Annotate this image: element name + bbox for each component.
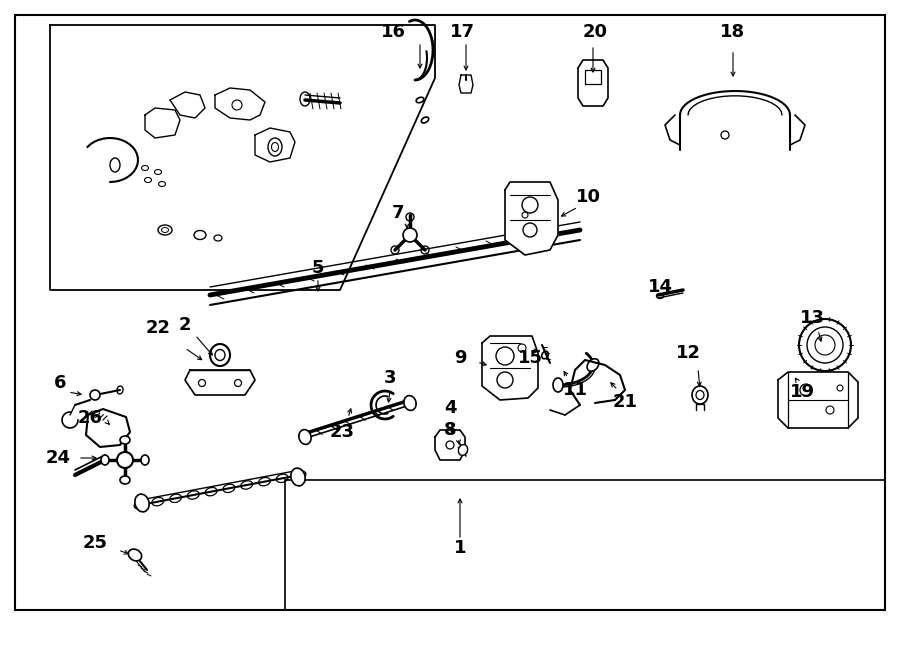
Text: 15: 15 [518,349,543,367]
Text: 5: 5 [311,259,324,277]
Polygon shape [578,60,608,106]
Polygon shape [505,182,558,255]
Text: 24: 24 [46,449,70,467]
Text: 13: 13 [799,309,824,327]
Ellipse shape [120,476,130,484]
Text: 20: 20 [582,23,608,41]
Polygon shape [170,92,205,118]
Text: 6: 6 [54,374,67,392]
Ellipse shape [458,445,468,455]
Text: 26: 26 [77,409,103,427]
Polygon shape [86,409,130,447]
Text: 8: 8 [444,421,456,439]
Ellipse shape [553,378,563,392]
Ellipse shape [129,549,141,561]
Text: 7: 7 [392,204,404,222]
Text: 17: 17 [449,23,474,41]
Ellipse shape [403,228,417,242]
Polygon shape [435,430,465,460]
Text: 21: 21 [613,393,637,411]
Ellipse shape [692,386,708,404]
Text: 25: 25 [83,534,107,552]
Ellipse shape [90,390,100,400]
Text: 23: 23 [329,423,355,441]
Ellipse shape [141,455,149,465]
Text: 9: 9 [454,349,466,367]
Polygon shape [185,370,255,395]
Ellipse shape [101,455,109,465]
Text: 1: 1 [454,539,466,557]
Ellipse shape [587,359,599,371]
Polygon shape [482,336,538,400]
Ellipse shape [404,395,416,410]
Text: 14: 14 [647,278,672,296]
Text: 16: 16 [381,23,406,41]
Polygon shape [255,128,295,162]
Ellipse shape [291,468,305,486]
Ellipse shape [299,430,311,444]
Ellipse shape [135,494,149,512]
Ellipse shape [117,452,133,468]
Ellipse shape [120,436,130,444]
Text: 4: 4 [444,399,456,417]
Text: 2: 2 [179,316,191,334]
Bar [585,70,601,84]
Text: 19: 19 [789,383,814,401]
Ellipse shape [210,344,230,366]
Text: 3: 3 [383,369,396,387]
Polygon shape [145,108,180,138]
Polygon shape [459,75,473,93]
Text: 18: 18 [720,23,745,41]
Polygon shape [778,372,858,428]
Text: 10: 10 [575,188,600,206]
Text: 22: 22 [146,319,170,337]
Polygon shape [215,88,265,120]
Text: 11: 11 [562,381,588,399]
Text: 12: 12 [676,344,700,362]
